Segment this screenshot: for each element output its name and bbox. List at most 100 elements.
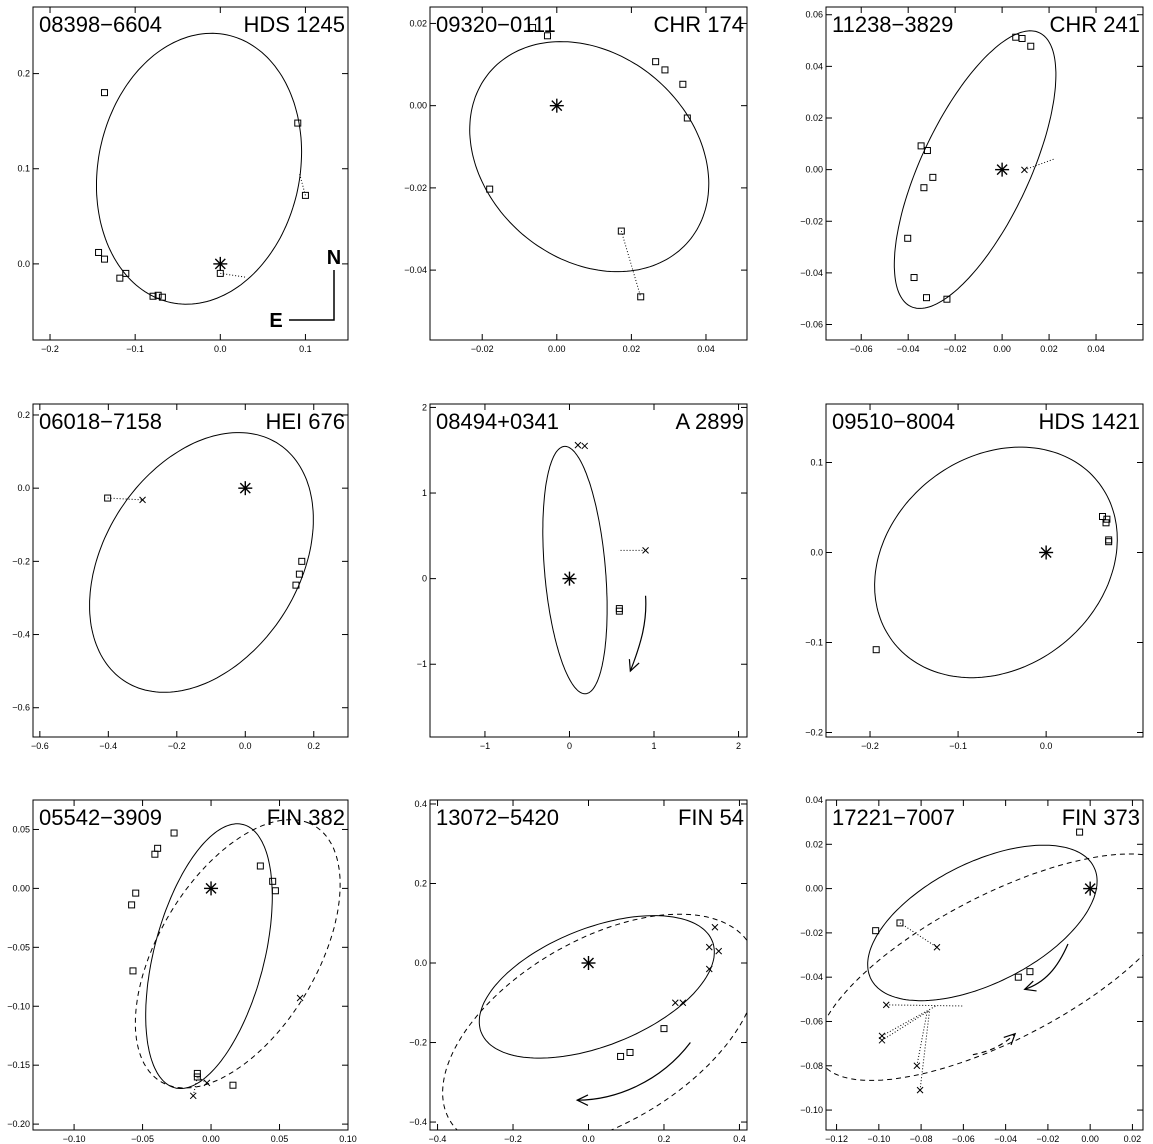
x-tick-label: −0.02 [944, 344, 967, 354]
observation-x-marker [581, 442, 589, 450]
y-tick-label: 0.1 [17, 164, 30, 174]
observation-x-marker [139, 496, 146, 504]
orbit-direction-arrow [629, 595, 647, 672]
observation-square-marker [271, 887, 279, 895]
primary-star-marker [238, 481, 253, 496]
y-tick-label: 0.02 [805, 113, 823, 123]
y-tick-label: 0.00 [409, 101, 427, 111]
observation-square-marker [943, 295, 951, 303]
compass-north-label: N [327, 247, 341, 269]
x-tick-label: 0.00 [993, 344, 1011, 354]
y-tick-label: 0.1 [810, 458, 823, 468]
observation-square-marker [923, 294, 931, 302]
primary-star-marker [562, 571, 577, 586]
panel-system-name: HEI 676 [266, 409, 346, 434]
residual-line [919, 1010, 931, 1091]
panel-pair-label: 08398−6604 [39, 12, 162, 37]
plot-area [872, 446, 1118, 679]
observation-square-marker [529, 24, 537, 32]
residual-line [620, 230, 642, 297]
y-tick-label: −0.04 [800, 972, 823, 982]
residual-line [107, 497, 143, 501]
y-tick-label: −0.02 [800, 216, 823, 226]
observation-x-marker [296, 994, 304, 1002]
observation-square-marker [904, 234, 912, 242]
orbit-direction-arrow [972, 1033, 1016, 1056]
x-tick-label: 0 [567, 741, 572, 751]
x-tick-label: 0.0 [214, 344, 227, 354]
panel-system-name: CHR 241 [1050, 12, 1140, 37]
plot-frame [825, 799, 1144, 1131]
plot-frame [32, 799, 349, 1131]
x-tick-label: 0.2 [658, 1134, 671, 1144]
primary-star-marker [1083, 881, 1098, 896]
y-tick-label: −0.4 [409, 1117, 427, 1127]
residual-line [298, 173, 306, 196]
y-tick-label: 0.02 [409, 18, 427, 28]
x-tick-label: 0.00 [548, 344, 566, 354]
previous-orbit-ellipse [826, 853, 1143, 1081]
observation-square-marker [920, 184, 928, 192]
observation-square-marker [652, 58, 660, 66]
panel-pair-label: 05542−3909 [39, 805, 162, 830]
observation-square-marker [122, 269, 130, 277]
observation-x-marker [916, 1086, 924, 1094]
panel-system-name: HDS 1245 [243, 12, 345, 37]
orbit-ellipse [478, 915, 715, 1059]
observation-x-marker [882, 1001, 890, 1009]
observation-x-marker [203, 1079, 211, 1087]
x-tick-label: −0.4 [99, 741, 117, 751]
y-tick-label: −0.20 [7, 1119, 30, 1129]
y-tick-label: 0.0 [414, 958, 427, 968]
observation-square-marker [1076, 828, 1084, 836]
plot-frame [32, 403, 349, 738]
orbit-direction-arrow [1024, 943, 1069, 990]
x-tick-label: −0.1 [949, 741, 967, 751]
plot-area [442, 913, 747, 1130]
observation-square-marker [128, 901, 136, 909]
y-tick-label: 0.0 [17, 483, 30, 493]
observation-square-marker [170, 829, 178, 837]
y-tick-label: 0.2 [17, 69, 30, 79]
primary-star-marker [204, 881, 219, 896]
observation-square-marker [256, 862, 264, 870]
x-tick-label: −0.2 [504, 1134, 522, 1144]
x-tick-label: 0.0 [1040, 741, 1053, 751]
x-tick-label: 0.04 [697, 344, 715, 354]
observation-square-marker [872, 927, 880, 935]
y-tick-label: 0.4 [414, 799, 427, 809]
y-tick-label: 2 [422, 402, 427, 412]
orbit-panel: −1 0 1 2 −1 0 1 2 08494+0341 A 2899 [417, 402, 748, 751]
x-tick-label: 2 [736, 741, 741, 751]
observation-square-marker [101, 89, 109, 97]
primary-star-marker [1039, 545, 1054, 560]
observation-square-marker [154, 291, 162, 299]
x-tick-label: 0.4 [733, 1134, 746, 1144]
y-tick-label: −0.1 [805, 638, 823, 648]
x-tick-label: −0.04 [897, 344, 920, 354]
observation-x-marker [705, 965, 713, 973]
compass-east-label: E [269, 310, 282, 332]
observation-square-marker [116, 274, 124, 282]
observation-square-marker [923, 147, 931, 155]
observation-x-marker [933, 943, 941, 951]
observation-square-marker [149, 292, 157, 300]
orbit-panel: −0.6 −0.4 −0.2 0.0 0.2 −0.6 −0.4 −0.2 0.0 0.2 0601… [12, 403, 349, 751]
panel-pair-label: 13072−5420 [436, 805, 559, 830]
y-tick-label: 0.2 [17, 410, 30, 420]
observation-square-marker [683, 114, 691, 122]
orbit-ellipse [867, 844, 1098, 1002]
observation-square-marker [158, 293, 166, 301]
residual-line [197, 1076, 208, 1084]
panel-pair-label: 09510−8004 [832, 409, 955, 434]
x-tick-label: 0.04 [1087, 344, 1105, 354]
observation-square-marker [294, 119, 302, 127]
arrowhead-icon [1023, 980, 1037, 992]
plot-area [95, 32, 309, 305]
orbit-panel: −0.2 −0.1 0.0 −0.2 −0.1 0.0 0.1 09510−8004 HDS 1… [805, 403, 1144, 751]
y-tick-label: 0.0 [17, 259, 30, 269]
x-tick-label: −0.4 [429, 1134, 447, 1144]
observation-x-marker [679, 999, 687, 1007]
x-tick-label: 0.02 [623, 344, 641, 354]
observation-x-marker [711, 923, 719, 931]
